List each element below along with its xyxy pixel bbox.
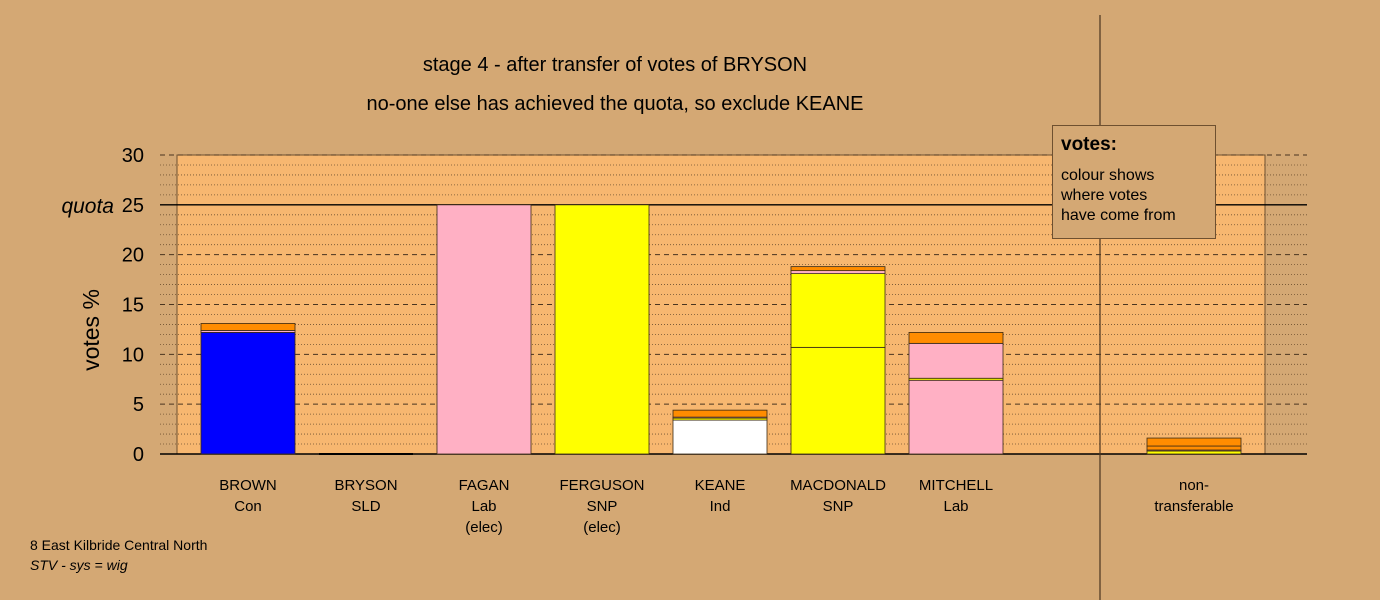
legend-heading: votes:: [1061, 134, 1117, 155]
bar-segment-non-transferable: [1146, 450, 1242, 455]
y-tick-label: 30: [122, 145, 144, 167]
bar-segment: [672, 419, 768, 455]
x-category-label: Ind: [710, 498, 731, 515]
x-category-label: FAGAN: [459, 477, 510, 494]
y-axis-label: votes %: [78, 289, 104, 371]
legend-line: colour shows: [1061, 167, 1155, 184]
y-tick-label: 20: [122, 245, 144, 267]
quota-label: quota: [61, 195, 114, 218]
bar-segment: [200, 323, 296, 331]
x-category-label: non-: [1179, 477, 1209, 494]
y-tick-label: 25: [122, 195, 144, 217]
chart-subtitle: no-one else has achieved the quota, so e…: [366, 93, 864, 115]
x-category-label: MACDONALD: [790, 477, 886, 494]
bar-segment: [790, 273, 886, 348]
bar-segment: [790, 270, 886, 275]
bar-segment: [908, 379, 1004, 455]
x-category-label: (elec): [465, 519, 503, 536]
bar-segment: [554, 204, 650, 455]
chart-title: stage 4 - after transfer of votes of BRY…: [422, 54, 808, 76]
x-category-label: Con: [234, 498, 262, 515]
y-tick-label: 0: [133, 444, 144, 466]
bar-segment: [672, 409, 768, 418]
x-category-label: BROWN: [219, 477, 277, 494]
legend-box: votes: colour shows where votes have com…: [1052, 125, 1216, 239]
y-tick-label: 15: [122, 295, 144, 317]
x-category-label: Lab: [943, 498, 968, 515]
bar-segment-non-transferable: [1146, 437, 1242, 447]
bar-segment: [908, 342, 1004, 379]
bar-segment: [436, 204, 532, 455]
x-category-label: KEANE: [695, 477, 746, 494]
bar-segment-non-transferable: [1146, 445, 1242, 451]
x-category-label: BRYSON: [334, 477, 397, 494]
x-category-label: (elec): [583, 519, 621, 536]
legend-line: where votes: [1061, 187, 1148, 204]
x-category-label: SNP: [823, 498, 854, 515]
y-tick-label: 5: [133, 394, 144, 416]
x-category-label: SNP: [587, 498, 618, 515]
bar-segment: [790, 346, 886, 455]
bar-segment: [790, 266, 886, 272]
x-category-label: MITCHELL: [919, 477, 993, 494]
bar-segment: [200, 332, 296, 455]
x-category-label: SLD: [351, 498, 380, 515]
legend-line: have come from: [1061, 207, 1176, 224]
x-category-label: transferable: [1154, 498, 1233, 515]
x-category-label: FERGUSON: [559, 477, 644, 494]
footer-system: STV - sys = wig: [30, 557, 128, 573]
y-tick-label: 10: [122, 344, 144, 366]
x-category-label: Lab: [471, 498, 496, 515]
footer-ward: 8 East Kilbride Central North: [30, 537, 208, 553]
bar-segment: [908, 332, 1004, 344]
